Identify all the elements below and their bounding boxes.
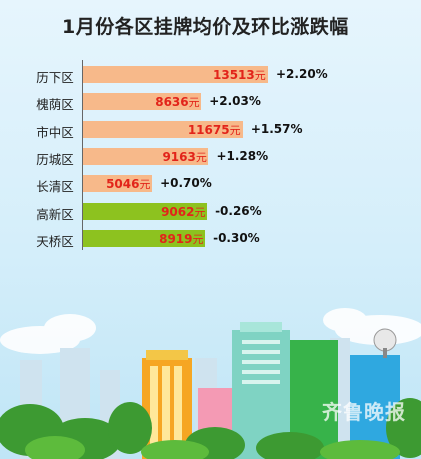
bar: [83, 147, 209, 165]
value-label: 13513元: [213, 67, 266, 83]
change-label: +2.20%: [276, 67, 328, 81]
city-skyline-illustration: [0, 308, 421, 459]
bar-chart: 历下区 13513元 +2.20% 槐荫区 8636元 +2.03% 市中区 11675元 +1…: [36, 60, 328, 250]
value-unit: 元: [188, 96, 200, 110]
category-label: 高新区: [36, 206, 74, 222]
bar: [83, 202, 208, 220]
value-number: 9163: [162, 149, 196, 164]
value-unit: 元: [229, 123, 241, 137]
category-axis: [82, 60, 83, 250]
category-label: 市中区: [36, 124, 74, 140]
change-label: +1.57%: [250, 121, 303, 136]
bar: [83, 120, 243, 138]
value-label: 9062元: [161, 204, 205, 220]
category-label: 历下区: [36, 70, 74, 85]
value-label: 5046元: [106, 176, 150, 192]
change-label: -0.26%: [215, 203, 262, 218]
value-number: 13513: [213, 68, 255, 82]
value-label: 8636元: [155, 94, 199, 110]
change-label: +0.70%: [160, 176, 212, 191]
value-number: 11675: [187, 122, 230, 137]
bar: [83, 229, 206, 247]
chart-title: 1月份各区挂牌均价及环比涨跌幅: [62, 16, 349, 38]
category-label: 天桥区: [36, 233, 74, 249]
category-label: 历城区: [36, 151, 74, 167]
change-label: +2.03%: [209, 94, 261, 109]
change-label: +1.28%: [216, 148, 269, 163]
value-unit: 元: [195, 150, 207, 164]
value-label: 8919元: [159, 231, 203, 247]
value-number: 9062: [161, 204, 195, 219]
value-label: 11675元: [188, 122, 241, 138]
value-unit: 元: [139, 178, 151, 192]
category-label: 槐荫区: [36, 97, 74, 113]
value-unit: 元: [192, 232, 204, 246]
bar: [83, 175, 153, 193]
bar: [83, 93, 202, 111]
value-unit: 元: [254, 69, 266, 82]
bar: [83, 66, 268, 83]
value-label: 9163元: [162, 149, 206, 165]
value-number: 8636: [155, 95, 189, 110]
category-label: 长清区: [36, 179, 74, 195]
change-label: -0.30%: [213, 230, 260, 245]
value-unit: 元: [194, 205, 206, 219]
value-number: 8919: [159, 231, 193, 246]
watermark: 齐鲁晚报: [322, 400, 406, 424]
value-number: 5046: [106, 177, 140, 192]
